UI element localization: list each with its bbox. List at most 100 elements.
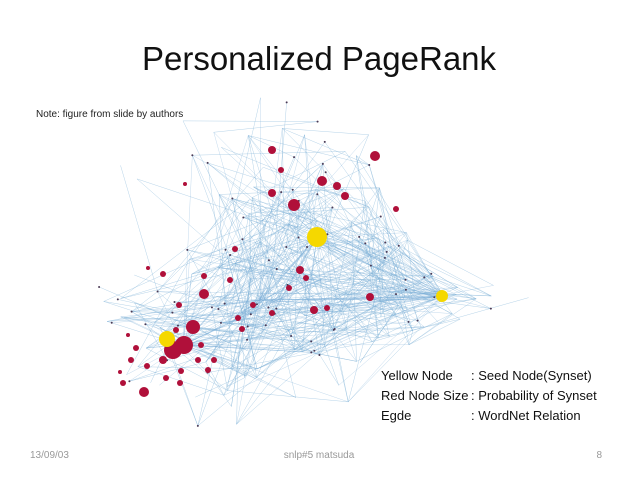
graph-node-probability bbox=[186, 320, 200, 334]
graph-edge bbox=[182, 276, 434, 346]
graph-node-probability bbox=[341, 192, 349, 200]
graph-edge bbox=[273, 188, 345, 263]
graph-edge bbox=[232, 198, 386, 259]
graph-edge bbox=[218, 236, 318, 310]
graph-node-small bbox=[290, 335, 293, 338]
graph-edge bbox=[259, 241, 314, 313]
graph-edge bbox=[396, 295, 443, 315]
graph-node-probability bbox=[324, 305, 330, 311]
graph-edge bbox=[280, 277, 380, 336]
graph-edge bbox=[375, 242, 386, 281]
graph-edge bbox=[317, 194, 406, 297]
graph-edge bbox=[182, 211, 305, 346]
graph-edge bbox=[229, 254, 261, 301]
graph-node-probability bbox=[366, 293, 374, 301]
graph-edge bbox=[154, 295, 443, 324]
graph-edge bbox=[182, 246, 389, 346]
graph-edge bbox=[224, 236, 318, 304]
graph-edge bbox=[233, 289, 353, 333]
graph-node-small bbox=[98, 285, 101, 288]
graph-edge bbox=[235, 237, 378, 264]
graph-edge bbox=[213, 132, 261, 301]
graph-edge bbox=[182, 274, 192, 346]
graph-node-small bbox=[231, 197, 234, 200]
graph-edge bbox=[359, 295, 406, 363]
graph-edge bbox=[211, 307, 228, 391]
graph-edge bbox=[398, 245, 492, 297]
graph-edge bbox=[395, 293, 413, 332]
graph-node-small bbox=[383, 256, 386, 259]
graph-edge bbox=[306, 298, 418, 321]
graph-node-small bbox=[186, 248, 189, 251]
graph-node-small bbox=[416, 319, 419, 322]
graph-node-small bbox=[280, 191, 283, 194]
graph-edge bbox=[205, 293, 253, 363]
graph-edge bbox=[253, 299, 261, 312]
graph-edge bbox=[182, 326, 425, 346]
graph-edge bbox=[223, 260, 270, 396]
graph-node-small bbox=[331, 206, 334, 209]
graph-edge bbox=[316, 236, 326, 345]
graph-edge bbox=[259, 207, 333, 301]
graph-edge bbox=[364, 200, 389, 247]
graph-edge bbox=[232, 198, 318, 238]
graph-edge bbox=[191, 212, 293, 275]
graph-node-probability bbox=[201, 273, 207, 279]
graph-edge bbox=[368, 164, 406, 296]
graph-edge bbox=[259, 296, 435, 301]
graph-edge bbox=[348, 295, 443, 403]
graph-edge bbox=[327, 207, 333, 235]
graph-edge bbox=[183, 247, 256, 313]
graph-edge bbox=[218, 267, 261, 301]
graph-edge bbox=[173, 303, 258, 342]
graph-edge bbox=[304, 134, 318, 238]
graph-edge bbox=[259, 299, 295, 350]
graph-node-probability bbox=[177, 380, 183, 386]
graph-edge bbox=[218, 194, 288, 286]
graph-edge bbox=[316, 236, 372, 266]
graph-edge bbox=[205, 236, 318, 363]
graph-node-probability bbox=[250, 302, 256, 308]
graph-edge bbox=[302, 313, 397, 353]
graph-edge bbox=[301, 245, 399, 350]
graph-edge bbox=[268, 188, 317, 308]
graph-edge bbox=[247, 197, 253, 327]
graph-edge bbox=[131, 284, 288, 312]
graph-edge bbox=[343, 188, 434, 277]
graph-node-small bbox=[318, 353, 321, 356]
graph-edge bbox=[182, 243, 366, 346]
graph-edge bbox=[253, 236, 318, 312]
graph-edge bbox=[276, 308, 295, 350]
graph-edge bbox=[236, 327, 347, 425]
graph-edge bbox=[406, 232, 415, 293]
graph-edge bbox=[259, 296, 435, 301]
legend: Yellow Node : Seed Node(Synset) Red Node… bbox=[381, 366, 597, 426]
graph-edge bbox=[247, 135, 294, 282]
graph-edge bbox=[268, 277, 380, 308]
graph-edge bbox=[236, 299, 261, 425]
graph-node-probability bbox=[183, 182, 187, 186]
graph-edge bbox=[251, 197, 276, 314]
graph-edge bbox=[157, 291, 257, 378]
graph-edge bbox=[316, 236, 425, 328]
graph-edge bbox=[304, 295, 443, 316]
graph-edge bbox=[164, 312, 185, 333]
graph-node-probability bbox=[175, 336, 193, 354]
graph-edge bbox=[182, 344, 349, 403]
graph-edge bbox=[229, 224, 266, 325]
graph-edge bbox=[280, 134, 305, 193]
graph-edge bbox=[388, 246, 492, 297]
graph-edge bbox=[408, 313, 453, 345]
graph-edge bbox=[253, 192, 282, 312]
graph-edge bbox=[259, 241, 390, 337]
graph-edge bbox=[129, 361, 206, 382]
graph-node-probability bbox=[288, 199, 300, 211]
graph-edge bbox=[298, 200, 443, 297]
graph-edge bbox=[247, 194, 318, 327]
graph-node-probability bbox=[317, 176, 327, 186]
graph-edge bbox=[380, 216, 443, 297]
graph-edge bbox=[182, 274, 192, 346]
graph-edge bbox=[338, 295, 443, 386]
graph-edge bbox=[224, 295, 443, 304]
